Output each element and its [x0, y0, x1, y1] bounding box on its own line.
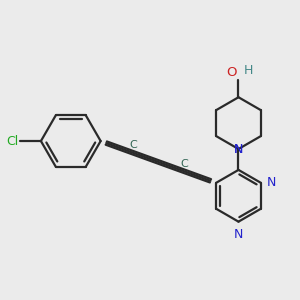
Text: O: O — [226, 66, 236, 79]
Text: C: C — [129, 140, 137, 150]
Text: N: N — [234, 142, 243, 155]
Text: H: H — [244, 64, 253, 77]
Text: N: N — [267, 176, 276, 189]
Text: N: N — [234, 142, 243, 155]
Text: N: N — [234, 228, 243, 241]
Text: Cl: Cl — [6, 134, 18, 148]
Text: C: C — [180, 159, 188, 169]
